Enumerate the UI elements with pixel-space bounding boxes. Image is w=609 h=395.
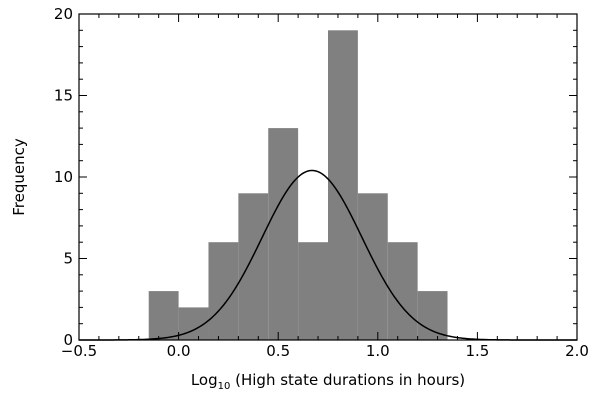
ticks-layer — [78, 13, 578, 341]
histogram-bar-5 — [298, 242, 328, 340]
x-tick-label: 1.0 — [366, 342, 390, 360]
x-tick-label: 0.0 — [167, 342, 191, 360]
y-tick-label: 0 — [63, 331, 73, 349]
histogram-bar-4 — [268, 128, 299, 340]
x-axis-label-prefix: Log — [191, 371, 218, 389]
y-tick-label: 5 — [63, 250, 73, 268]
x-axis-label-rest: (High state durations in hours) — [230, 371, 465, 389]
histogram-bar-9 — [417, 291, 448, 340]
bars-layer — [148, 30, 448, 341]
x-tick-label: 2.0 — [565, 342, 589, 360]
histogram-bar-8 — [387, 242, 418, 340]
y-axis-label: Frequency — [10, 138, 28, 216]
y-tick-label: 20 — [54, 5, 73, 23]
histogram-bar-7 — [357, 193, 388, 340]
histogram-bar-3 — [238, 193, 269, 340]
x-tick-label: 1.5 — [465, 342, 489, 360]
x-axis-label-subscript: 10 — [218, 381, 231, 391]
histogram-bar-0 — [148, 291, 179, 340]
y-tick-label: 10 — [54, 168, 73, 186]
x-tick-label: 0.5 — [266, 342, 290, 360]
x-axis-label: Log10 (High state durations in hours) — [191, 371, 465, 391]
tick-labels-layer: −0.5 0.0 0.5 1.0 1.5 2.0 0 5 10 15 20 — [54, 5, 589, 360]
y-tick-label: 15 — [54, 87, 73, 105]
x-tick-label: −0.5 — [61, 342, 97, 360]
